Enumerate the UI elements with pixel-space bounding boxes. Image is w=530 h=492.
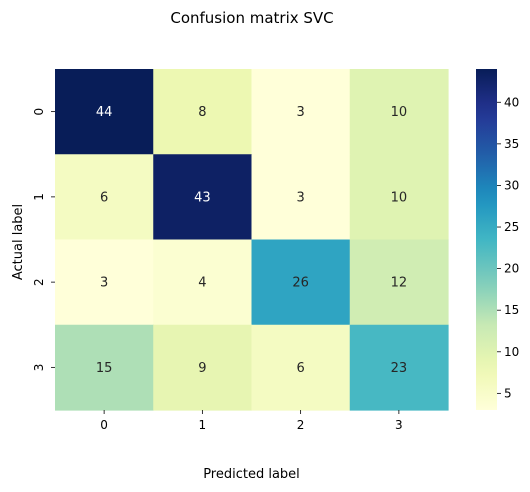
heatmap-cell xyxy=(251,154,351,241)
cell-value-label: 43 xyxy=(194,190,211,205)
y-axis-ticks: 0 1 2 3 xyxy=(32,108,55,371)
cell-value-label: 6 xyxy=(100,190,108,205)
colorbar-tick-label: 40 xyxy=(504,95,519,109)
cell-value-label: 26 xyxy=(292,276,309,291)
colorbar-tick-label: 25 xyxy=(504,220,519,234)
heatmap-cell xyxy=(251,69,351,155)
x-tick-label: 0 xyxy=(100,418,108,432)
colorbar-tick-label: 5 xyxy=(504,386,512,400)
cell-value-label: 3 xyxy=(296,190,304,205)
heatmap-cell xyxy=(153,154,253,241)
cell-value-label: 6 xyxy=(296,361,304,376)
heatmap-cells xyxy=(55,69,449,411)
cell-value-label: 10 xyxy=(391,105,408,120)
heatmap-cell-labels: 44 8 3 10 6 43 3 10 3 4 26 12 15 9 6 23 xyxy=(96,105,407,376)
cell-value-label: 12 xyxy=(391,276,408,291)
heatmap-cell xyxy=(55,239,154,326)
heatmap-cell xyxy=(251,324,351,411)
heatmap-cell xyxy=(349,69,449,155)
colorbar-tick-label: 35 xyxy=(504,137,519,151)
heatmap-cell xyxy=(251,239,351,326)
y-tick-label: 1 xyxy=(32,193,46,201)
y-tick-label: 2 xyxy=(32,278,46,286)
cell-value-label: 23 xyxy=(391,361,408,376)
cell-value-label: 8 xyxy=(198,105,206,120)
colorbar-tick-label: 15 xyxy=(504,303,519,317)
cell-value-label: 15 xyxy=(96,361,113,376)
heatmap-cell xyxy=(55,154,154,241)
cell-value-label: 4 xyxy=(198,276,206,291)
colorbar-ticks: 5 10 15 20 25 30 35 40 xyxy=(497,95,519,400)
heatmap-cell xyxy=(153,69,253,155)
heatmap-cell xyxy=(153,324,253,411)
x-axis-label: Predicted label xyxy=(203,467,300,482)
colorbar-tick-label: 10 xyxy=(504,345,519,359)
cell-value-label: 3 xyxy=(296,105,304,120)
cell-value-label: 3 xyxy=(100,276,108,291)
x-axis-ticks: 0 1 2 3 xyxy=(100,410,403,432)
chart-title: Confusion matrix SVC xyxy=(170,9,333,27)
cell-value-label: 44 xyxy=(96,105,113,120)
x-tick-label: 2 xyxy=(297,418,305,432)
y-tick-label: 0 xyxy=(32,108,46,116)
colorbar-tick-label: 30 xyxy=(504,178,519,192)
colorbar xyxy=(476,69,497,410)
colorbar-tick-label: 20 xyxy=(504,262,519,276)
heatmap-cell xyxy=(349,154,449,241)
y-axis-label: Actual label xyxy=(11,204,26,280)
x-tick-label: 1 xyxy=(199,418,207,432)
heatmap-cell xyxy=(153,239,253,326)
heatmap-cell xyxy=(349,324,449,411)
heatmap-cell xyxy=(349,239,449,326)
x-tick-label: 3 xyxy=(395,418,403,432)
cell-value-label: 9 xyxy=(198,361,206,376)
y-tick-label: 3 xyxy=(32,364,46,372)
heatmap-cell xyxy=(55,69,154,155)
heatmap-cell xyxy=(55,324,154,411)
cell-value-label: 10 xyxy=(391,190,408,205)
